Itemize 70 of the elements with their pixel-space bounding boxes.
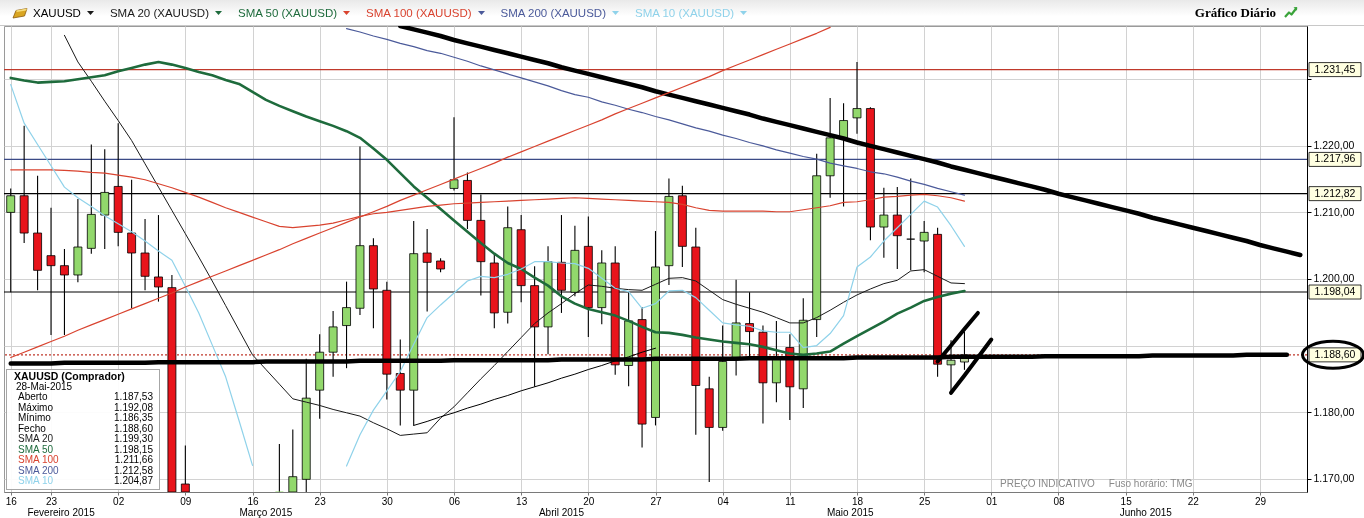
x-tick-label: 15 <box>1120 495 1133 507</box>
x-tick-label: 22 <box>1187 495 1200 507</box>
x-tick-label: 25 <box>919 495 931 507</box>
x-tick-label: 02 <box>113 495 125 507</box>
annotation: 1.188,60 <box>114 422 153 434</box>
legend-label: SMA 20 (XAUUSD) <box>109 6 209 19</box>
x-tick-label: 08 <box>1053 495 1065 507</box>
x-tick-label: 09 <box>180 495 192 507</box>
ref-line-label: 1.212,82 <box>1314 186 1356 199</box>
text: XAUUSD <box>33 6 81 19</box>
y-tick-label: 1.180,00 <box>1313 405 1355 418</box>
x-tick-label: 06 <box>448 495 461 507</box>
annotation: Fuso horário: TMG <box>1108 478 1193 489</box>
annotation: 1.198,15 <box>114 443 153 455</box>
annotation: SMA 50 <box>18 443 54 455</box>
annotation: SMA 100 <box>18 454 59 466</box>
ref-line-label: 1.188,60 <box>1314 347 1356 360</box>
candlestick <box>180 444 190 492</box>
ref-line-label: 1.231,45 <box>1314 62 1356 75</box>
line-series <box>345 28 966 196</box>
x-tick-label: 11 <box>785 495 796 507</box>
text: Março 2015 <box>239 507 293 518</box>
text: Maio 2015 <box>826 507 874 518</box>
annotation: 1.212,58 <box>114 464 153 476</box>
text: Abril 2015 <box>538 507 584 518</box>
line-series <box>9 60 966 357</box>
annotation: Mínimo <box>18 412 51 424</box>
text: Fevereiro 2015 <box>27 507 95 518</box>
x-tick-label: 01 <box>986 495 998 507</box>
annotation: SMA 200 <box>18 464 59 476</box>
candlestick <box>449 116 459 191</box>
annotation: 1.211,66 <box>114 454 153 466</box>
y-tick-label: 1.170,00 <box>1313 472 1355 485</box>
y-tick-label: 1.210,00 <box>1313 205 1355 218</box>
annotation: 1.192,08 <box>114 401 153 413</box>
y-tick-label: 1.220,00 <box>1313 139 1355 152</box>
x-tick-label: 23 <box>45 495 58 507</box>
x-tick-label: 18 <box>851 495 864 507</box>
x-tick-label: 20 <box>583 495 595 507</box>
annotation: 1.187,53 <box>114 391 153 403</box>
annotation: SMA 20 <box>18 433 54 445</box>
legend-label: SMA 100 (XAUUSD) <box>366 6 472 19</box>
x-tick-label: 04 <box>717 495 730 507</box>
ref-line-label: 1.217,96 <box>1314 152 1356 165</box>
ref-line-label: 1.198,04 <box>1314 285 1356 298</box>
annotation: 1.204,87 <box>114 475 153 487</box>
x-tick-label: 27 <box>650 495 662 507</box>
legend-label: SMA 200 (XAUUSD) <box>500 6 606 19</box>
x-tick-label: 23 <box>314 495 327 507</box>
legend-label: SMA 10 (XAUUSD) <box>634 6 735 19</box>
annotation: PREÇO INDICATIVO <box>1000 478 1095 489</box>
x-tick-label: 30 <box>381 495 394 507</box>
chart-title: Gráfico Diário <box>1194 4 1276 22</box>
annotation: Aberto <box>18 391 48 403</box>
x-tick-label: 13 <box>516 495 528 507</box>
legend-label: SMA 50 (XAUUSD) <box>238 6 338 19</box>
x-tick-label: 16 <box>5 495 18 507</box>
annotation: Fecho <box>18 422 46 434</box>
candlestick <box>852 61 862 135</box>
text: Junho 2015 <box>1119 507 1172 518</box>
y-tick-label: 1.200,00 <box>1313 272 1355 285</box>
annotation: Máximo <box>18 401 54 413</box>
annotation: SMA 10 <box>18 475 54 487</box>
annotation: 1.186,35 <box>114 412 153 424</box>
candlestick <box>288 428 298 492</box>
x-tick-label: 29 <box>1254 495 1267 507</box>
x-tick-label: 16 <box>247 495 260 507</box>
annotation: XAUUSD (Comprador) <box>14 370 126 382</box>
candlestick <box>919 220 929 273</box>
annotation: 1.199,30 <box>114 433 153 445</box>
